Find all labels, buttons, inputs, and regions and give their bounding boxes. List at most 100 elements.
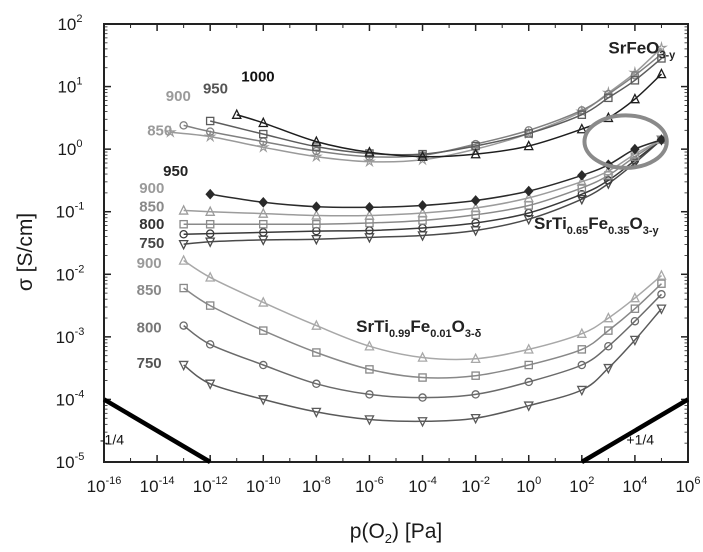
data-point — [418, 149, 427, 159]
temperature-label: 850 — [137, 282, 162, 299]
temperature-label: 800 — [139, 216, 164, 233]
data-point — [656, 68, 667, 79]
data-point — [523, 139, 534, 151]
slope-guides: -1/4 +1/4 — [100, 397, 690, 464]
data-point — [417, 150, 428, 161]
data-point — [178, 204, 189, 215]
x-tick-label: 10-6 — [355, 475, 384, 496]
highlight-ellipse — [582, 113, 669, 170]
data-point — [179, 219, 188, 229]
material-group — [178, 133, 667, 251]
data-point — [364, 146, 375, 157]
data-point — [577, 189, 587, 199]
data-point — [365, 390, 374, 399]
temperature-label: 750 — [139, 235, 164, 252]
data-point — [258, 296, 269, 307]
y-tick-label: 10-1 — [56, 201, 85, 222]
series-950 — [205, 134, 667, 213]
data-point — [203, 129, 217, 143]
data-point — [577, 345, 587, 354]
x-tick-label: 10-12 — [193, 475, 228, 496]
slope-line — [102, 397, 212, 464]
data-series — [163, 40, 668, 428]
data-point — [312, 142, 321, 151]
slope-line — [580, 397, 690, 464]
data-point — [657, 290, 666, 299]
y-tick-label: 101 — [57, 76, 82, 97]
data-point — [524, 377, 533, 387]
data-point — [259, 326, 268, 335]
data-point — [418, 373, 427, 382]
slope-label: -1/4 — [100, 431, 124, 447]
data-point — [417, 351, 428, 362]
data-point — [364, 415, 375, 426]
data-point — [417, 200, 428, 211]
data-point — [205, 237, 216, 248]
x-tick-label: 10-16 — [87, 475, 122, 496]
data-point — [179, 229, 188, 239]
data-point — [630, 143, 640, 155]
x-tick-label: 100 — [516, 475, 541, 496]
slope-label: +1/4 — [626, 431, 654, 447]
data-point — [603, 363, 614, 375]
data-point — [259, 129, 268, 139]
data-point — [312, 379, 321, 389]
data-point — [657, 54, 666, 63]
data-point — [471, 390, 480, 399]
y-tick-label: 102 — [57, 13, 82, 34]
temperature-label: 750 — [137, 355, 162, 372]
data-point — [231, 108, 242, 119]
x-tick-label: 10-10 — [246, 475, 281, 496]
data-point — [577, 110, 587, 119]
data-point — [258, 207, 269, 218]
temperature-label: 850 — [139, 199, 164, 216]
x-tick-label: 102 — [569, 475, 594, 496]
data-point — [205, 340, 215, 349]
y-tick-label: 100 — [57, 138, 82, 159]
data-point — [309, 149, 323, 163]
data-point — [603, 164, 614, 176]
y-tick-label: 10-2 — [56, 263, 85, 284]
x-tick-label: 10-2 — [461, 475, 490, 496]
data-point — [259, 360, 268, 370]
data-point — [629, 93, 641, 104]
temperature-label: 950 — [163, 163, 188, 180]
x-axis-label: p(O2) [Pa] — [350, 520, 442, 546]
data-point — [205, 301, 215, 310]
data-point — [418, 393, 427, 402]
data-point — [524, 129, 533, 138]
data-point — [524, 360, 533, 370]
data-point — [205, 271, 216, 282]
series-900 — [178, 133, 667, 220]
series-line — [183, 139, 662, 245]
data-point — [205, 127, 215, 136]
series-850 — [163, 40, 668, 168]
data-point — [311, 319, 322, 330]
data-point — [258, 395, 269, 406]
data-point — [523, 191, 534, 203]
data-point — [258, 116, 269, 128]
data-point — [656, 134, 667, 146]
material-group — [178, 254, 667, 428]
data-point — [312, 348, 321, 357]
temperature-label: 800 — [137, 319, 162, 336]
data-point — [470, 195, 481, 206]
series-line — [236, 73, 663, 158]
series-850 — [179, 279, 666, 382]
axes: 10-16 10-14 10-12 10-10 10-8 10-6 10-4 10-2 100 1… — [56, 13, 701, 496]
series-750 — [178, 304, 667, 428]
material-label: SrTi0.99Fe0.01O3-δ — [356, 317, 481, 340]
temperature-label: 900 — [139, 180, 164, 197]
material-label: SrTi0.65Fe0.35O3-y — [534, 214, 659, 237]
data-point — [259, 228, 268, 237]
data-point — [417, 206, 428, 218]
data-point — [523, 401, 534, 412]
data-point — [417, 417, 428, 428]
series-950 — [205, 54, 666, 159]
data-point — [604, 176, 613, 185]
data-point — [179, 283, 188, 293]
data-point — [258, 196, 269, 208]
data-point — [630, 316, 640, 326]
data-point — [604, 326, 613, 335]
data-point — [311, 234, 322, 246]
